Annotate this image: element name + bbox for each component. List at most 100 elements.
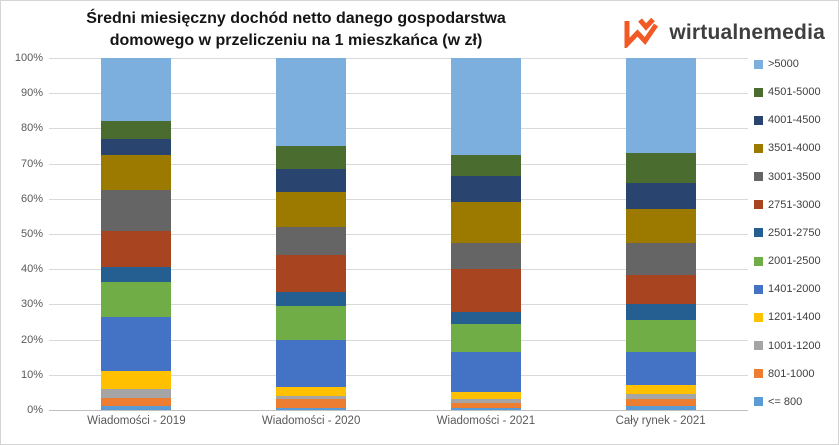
legend-swatch-icon	[754, 284, 763, 294]
x-axis-label: Wiadomości - 2019	[87, 415, 186, 427]
stacked-bar-4	[625, 58, 696, 410]
bar-segment	[276, 255, 347, 293]
bar-segment	[625, 209, 696, 243]
legend-item: 2751-3000	[754, 199, 838, 211]
legend-swatch-icon	[754, 312, 763, 322]
bar-segment	[101, 58, 172, 122]
plot-area	[49, 58, 748, 411]
legend-label: 1401-2000	[768, 283, 821, 296]
legend-item: 4001-4500	[754, 114, 838, 126]
legend-label: 2001-2500	[768, 255, 821, 268]
legend-label: 2751-3000	[768, 198, 821, 211]
stacked-bar-3	[450, 58, 521, 410]
bar-segment	[625, 304, 696, 321]
legend-label: 4501-5000	[768, 86, 821, 99]
bar-segment	[450, 399, 521, 403]
bar-segment	[276, 146, 347, 169]
bar-segment	[101, 121, 172, 140]
bar-segment	[625, 394, 696, 400]
category-slot	[49, 58, 224, 410]
legend-swatch-icon	[754, 143, 763, 153]
gridline-70%	[49, 163, 748, 165]
legend-label: <= 800	[768, 395, 803, 408]
legend-swatch-icon	[754, 397, 763, 407]
bar-segment	[450, 408, 521, 410]
x-axis-label: Wiadomości - 2020	[261, 415, 361, 427]
bar-segment	[101, 281, 172, 317]
gridline-20%	[49, 339, 748, 341]
bar-segment	[276, 387, 347, 396]
bar-segment	[450, 202, 521, 243]
legend-swatch-icon	[754, 369, 763, 379]
bar-segment	[276, 227, 347, 256]
bar-segment	[625, 406, 696, 410]
bar-segment	[625, 351, 696, 386]
bar-segment	[450, 242, 521, 270]
bar-segment	[450, 154, 521, 177]
y-tick-label: 30%	[20, 298, 43, 311]
y-tick-label: 10%	[20, 368, 43, 381]
y-tick-label: 20%	[20, 333, 43, 346]
x-axis-label: Wiadomości - 2021	[436, 415, 536, 427]
bar-segment	[276, 339, 347, 388]
y-tick-label: 50%	[20, 228, 43, 240]
legend-item: 2001-2500	[754, 255, 838, 267]
bar-segment	[450, 176, 521, 203]
legend-item: 3501-4000	[754, 142, 838, 154]
legend-label: 801-1000	[768, 367, 815, 380]
legend-label: 1201-1400	[768, 311, 821, 324]
legend-item: <= 800	[754, 396, 838, 408]
gridline-80%	[49, 128, 748, 130]
gridline-30%	[49, 304, 748, 306]
bar-segment	[450, 351, 521, 393]
legend-swatch-icon	[754, 256, 763, 266]
y-tick-label: 70%	[20, 157, 43, 170]
y-tick-label: 80%	[20, 122, 43, 135]
bar-segment	[625, 385, 696, 395]
legend-item: 3001-3500	[754, 171, 838, 183]
category-slot	[399, 58, 574, 410]
legend-item: 801-1000	[754, 368, 838, 380]
bars-container	[49, 58, 748, 410]
bar-segment	[101, 139, 172, 155]
bar-segment	[625, 399, 696, 407]
legend: >5000 4501-5000 4001-4500 3501-4000 3001-350…	[754, 58, 838, 408]
bar-segment	[101, 316, 172, 372]
stacked-bar-1	[101, 58, 172, 410]
y-tick-label: 90%	[20, 87, 43, 100]
bar-segment	[101, 267, 172, 282]
legend-swatch-icon	[754, 228, 763, 238]
bar-segment	[625, 242, 696, 275]
bar-segment	[276, 306, 347, 340]
y-tick-label: 40%	[20, 263, 43, 276]
bar-segment	[276, 408, 347, 410]
bar-segment	[450, 311, 521, 324]
bar-segment	[625, 320, 696, 352]
legend-item: 1401-2000	[754, 283, 838, 295]
gridline-0%	[49, 410, 748, 411]
stacked-bar-2	[276, 58, 347, 410]
bar-segment	[625, 183, 696, 210]
category-slot	[224, 58, 399, 410]
y-tick-label: 100%	[14, 52, 43, 64]
legend-label: >5000	[768, 58, 799, 70]
legend-label: 1001-1200	[768, 339, 821, 352]
gridline-100%	[49, 58, 748, 59]
bar-segment	[276, 168, 347, 192]
bar-segment	[276, 191, 347, 227]
chart-title-line2: domowego w przeliczeniu na 1 mieszkańca …	[109, 32, 483, 50]
legend-swatch-icon	[754, 59, 763, 69]
y-axis: 100% 90% 80% 70% 60% 50% 40% 30% 20% 10% 0%	[3, 52, 43, 416]
bar-segment	[276, 395, 347, 400]
bar-segment	[450, 402, 521, 409]
legend-item: 1201-1400	[754, 311, 838, 323]
legend-swatch-icon	[754, 200, 763, 210]
legend-label: 2501-2750	[768, 226, 821, 239]
bar-segment	[276, 399, 347, 409]
bar-segment	[625, 274, 696, 305]
legend-item: 1001-1200	[754, 340, 838, 352]
chart-title: Średni miesięczny dochód netto danego go…	[31, 8, 561, 53]
legend-swatch-icon	[754, 172, 763, 182]
x-axis-label: Cały rynek - 2021	[615, 415, 706, 427]
